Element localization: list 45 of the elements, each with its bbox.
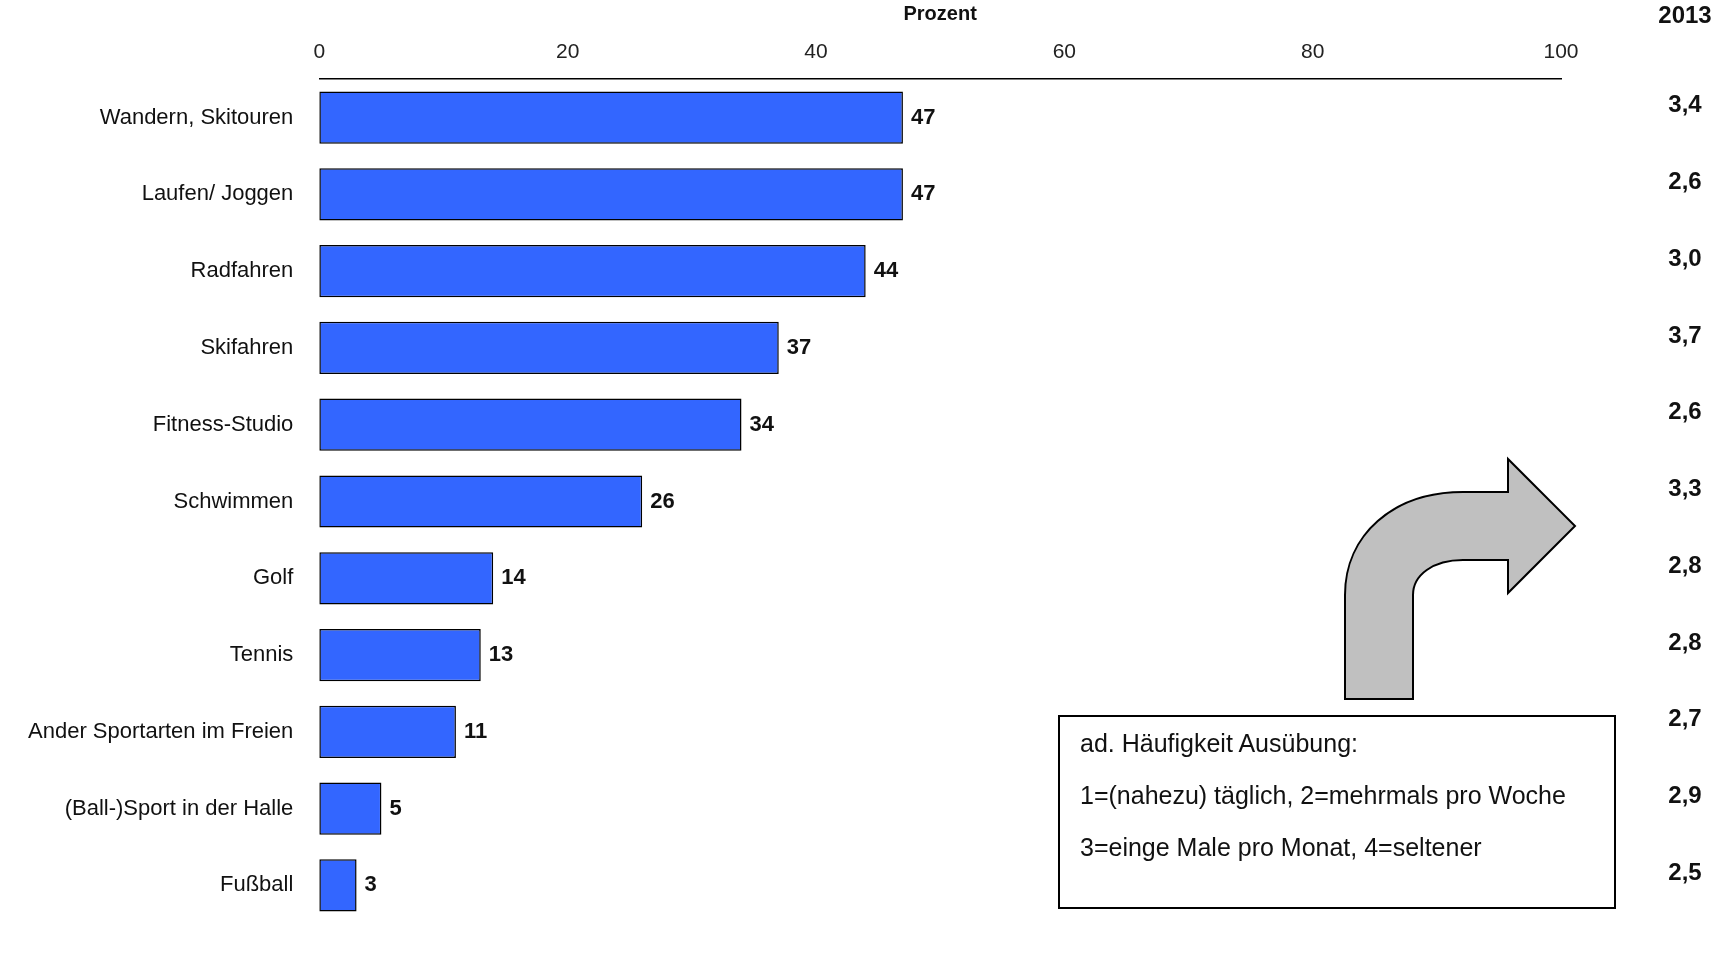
data-label: 44 xyxy=(873,257,899,283)
text: 2,7 xyxy=(1668,704,1702,732)
x-tick-label: 20 xyxy=(555,39,580,63)
y-tick-label: Ander Sportarten im Freien xyxy=(28,717,294,743)
data-label: 14 xyxy=(501,564,527,590)
text: 3,7 xyxy=(1668,320,1702,348)
data-label: 3 xyxy=(364,871,377,897)
y-tick-label: Fußball xyxy=(219,871,294,897)
annotation: 1=(nahezu) täglich, 2=mehrmals pro Woche xyxy=(1080,781,1567,810)
data-label: 47 xyxy=(910,180,936,206)
text: 3,0 xyxy=(1668,243,1702,271)
text: 2013 xyxy=(1658,0,1712,28)
y-tick-label: Wandern, Skitouren xyxy=(99,103,294,129)
data-label: 11 xyxy=(463,717,488,743)
text: 3,4 xyxy=(1668,90,1703,118)
text: 2,9 xyxy=(1668,781,1702,809)
y-tick-label: (Ball-)Sport in der Halle xyxy=(64,794,294,820)
annotation: ad. Häufigkeit Ausübung: xyxy=(1080,729,1359,758)
y-tick-label: Tennis xyxy=(229,641,294,667)
data-label: 37 xyxy=(786,334,812,359)
text: 3,3 xyxy=(1668,474,1702,502)
text: 2,8 xyxy=(1668,627,1702,655)
y-tick-label: Radfahren xyxy=(190,257,294,283)
data-label: 5 xyxy=(389,794,402,820)
y-tick-label: Laufen/ Joggen xyxy=(141,180,294,206)
data-label: 13 xyxy=(488,641,514,667)
text: 2,8 xyxy=(1668,550,1702,578)
x-tick-label: 60 xyxy=(1052,39,1077,63)
y-tick-label: Skifahren xyxy=(200,334,294,359)
text: 2,6 xyxy=(1668,397,1702,425)
text: 2,6 xyxy=(1668,167,1702,194)
y-tick-label: Schwimmen xyxy=(173,487,294,513)
x-tick-label: 100 xyxy=(1543,39,1579,63)
note-box: ad. Häufigkeit Ausübung: 1=(nahezu) täglich, 2=mehrmals pro Woche 3=einge Male pro Monat, 4=seltener xyxy=(1058,715,1616,909)
x-tick-label: 40 xyxy=(804,39,828,63)
text: 2,5 xyxy=(1668,858,1702,886)
data-label: 47 xyxy=(910,103,936,129)
x-tick-label: 80 xyxy=(1300,39,1325,63)
y-tick-label: Fitness-Studio xyxy=(152,410,294,436)
x-tick-label: 0 xyxy=(313,39,326,63)
y-tick-label: Golf xyxy=(252,564,295,590)
data-label: 26 xyxy=(650,487,675,513)
annotation: 3=einge Male pro Monat, 4=seltener xyxy=(1080,833,1483,862)
data-label: 34 xyxy=(749,410,775,436)
x-axis-title: Prozent xyxy=(903,1,978,24)
